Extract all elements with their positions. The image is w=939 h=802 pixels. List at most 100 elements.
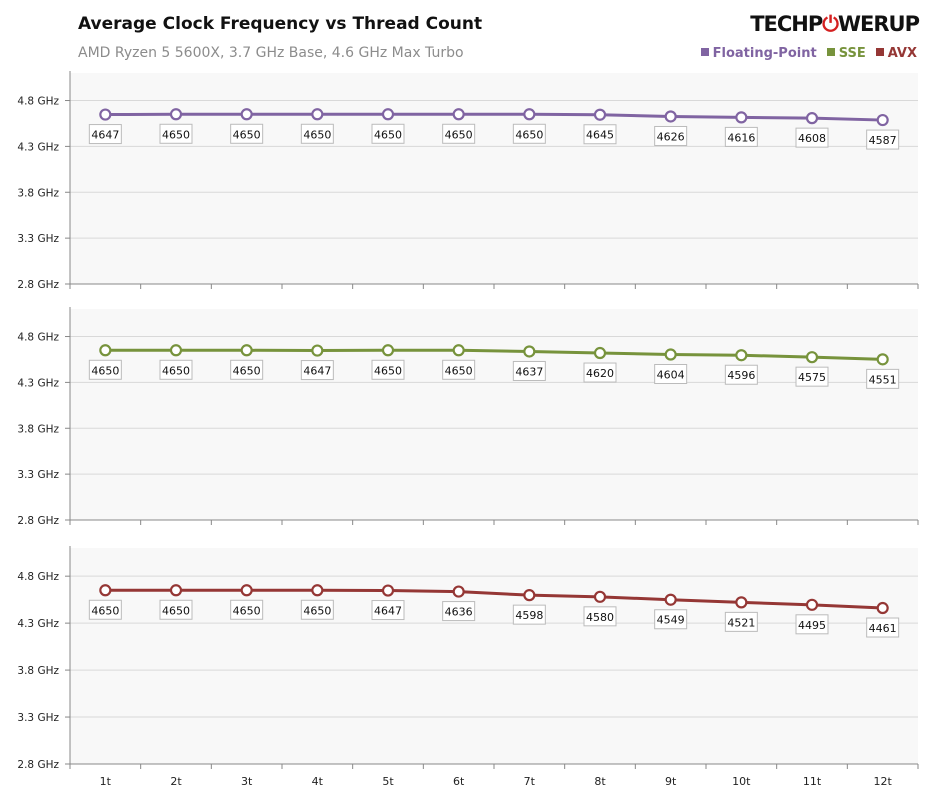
data-label-box [795, 366, 829, 387]
data-label-box [866, 368, 900, 389]
x-tick-label: 8t [594, 775, 606, 788]
data-point [240, 584, 253, 597]
y-tick-label: 4.3 GHz [17, 141, 59, 153]
data-point [593, 590, 607, 603]
y-tick-label: 3.8 GHz [17, 423, 59, 435]
data-label: 4650 [445, 364, 473, 377]
y-tick-label: 4.8 GHz [17, 96, 59, 108]
data-label: 4650 [233, 604, 261, 617]
data-point [876, 353, 889, 366]
data-point [99, 584, 112, 597]
data-label: 4650 [91, 364, 119, 377]
plot-background [70, 548, 918, 764]
chart-title: Average Clock Frequency vs Thread Count [78, 14, 483, 34]
data-point [381, 344, 395, 357]
data-point [311, 584, 324, 597]
panel-avx: 4.8 GHz 4.3 GHz 3.8 GHz 3.3 GHz 2.8 GHz 1t 2t 3… [17, 546, 919, 788]
data-point [311, 344, 324, 357]
data-point [664, 110, 677, 123]
y-tick-label: 4.3 GHz [17, 618, 59, 630]
data-label: 4650 [303, 128, 331, 141]
x-tick-label: 7t [524, 775, 536, 788]
data-point [240, 108, 253, 121]
data-label-box [300, 360, 334, 381]
data-point [452, 585, 465, 598]
data-point [735, 111, 748, 124]
data-label: 4650 [233, 364, 261, 377]
data-label: 4650 [162, 604, 190, 617]
data-label: 4616 [727, 131, 755, 144]
y-tick-label: 4.8 GHz [17, 332, 59, 344]
data-label-box [724, 126, 758, 147]
x-tick-label: 12t [874, 775, 893, 788]
series-line [105, 588, 883, 610]
data-point [381, 584, 395, 597]
x-tick-label: 11t [803, 775, 822, 788]
data-label-box [230, 359, 264, 380]
data-point [664, 593, 677, 606]
series-line [105, 348, 883, 361]
data-label-box [300, 123, 334, 144]
data-label-box [442, 359, 476, 380]
y-tick-label: 4.3 GHz [17, 377, 59, 389]
data-label-box [866, 617, 900, 638]
x-tick-label: 4t [312, 775, 324, 788]
data-label-box [654, 609, 688, 630]
data-label: 4587 [869, 134, 897, 147]
y-tick-label: 2.8 GHz [17, 515, 59, 527]
y-tick-label: 3.3 GHz [17, 712, 59, 724]
data-label-box [300, 599, 334, 620]
series-line [105, 112, 883, 122]
data-label: 4647 [91, 129, 119, 142]
y-tick-label: 3.8 GHz [17, 665, 59, 677]
x-tick-label: 2t [170, 775, 182, 788]
x-tick-label: 10t [732, 775, 751, 788]
chart-subtitle: AMD Ryzen 5 5600X, 3.7 GHz Base, 4.6 GHz… [78, 45, 464, 61]
data-label: 4521 [727, 616, 755, 629]
data-label: 4650 [374, 128, 402, 141]
data-label-box [866, 129, 900, 150]
data-point [805, 598, 819, 611]
data-label-box [654, 364, 688, 385]
x-tick-label: 9t [665, 775, 677, 788]
data-label-box [583, 124, 617, 145]
data-point [523, 345, 536, 358]
data-label-box [371, 123, 405, 144]
data-label-box [371, 600, 405, 621]
data-point [381, 108, 395, 121]
data-label-box [159, 123, 193, 144]
data-label: 4551 [869, 373, 897, 386]
data-label: 4575 [798, 371, 826, 384]
data-label-box [442, 601, 476, 622]
plot-background [70, 309, 918, 520]
data-label: 4647 [374, 605, 402, 618]
data-label: 4645 [586, 129, 614, 142]
data-label: 4650 [162, 364, 190, 377]
panel-floating-point: 4.8 GHz 4.3 GHz 3.8 GHz 3.3 GHz 2.8 GHz 4647 4… [17, 71, 919, 291]
y-tick-label: 4.8 GHz [17, 571, 59, 583]
y-tick-label: 2.8 GHz [17, 759, 59, 771]
data-label: 4636 [445, 606, 473, 619]
data-label: 4596 [727, 369, 755, 382]
data-point [169, 584, 183, 597]
data-label: 4608 [798, 132, 826, 145]
data-label-box [230, 599, 264, 620]
x-tick-label: 1t [100, 775, 112, 788]
data-label-box [724, 364, 758, 385]
data-label-box [159, 359, 193, 380]
x-tick-label: 6t [453, 775, 465, 788]
data-label-box [654, 125, 688, 146]
data-label: 4647 [303, 365, 331, 378]
x-tick-label: 3t [241, 775, 253, 788]
data-point [664, 348, 677, 361]
data-point [452, 108, 465, 121]
data-label: 4549 [657, 614, 685, 627]
data-label: 4650 [162, 128, 190, 141]
data-point [523, 108, 536, 121]
data-label-box [512, 123, 546, 144]
data-label-box [795, 614, 829, 635]
data-point [805, 112, 819, 125]
data-label-box [230, 123, 264, 144]
